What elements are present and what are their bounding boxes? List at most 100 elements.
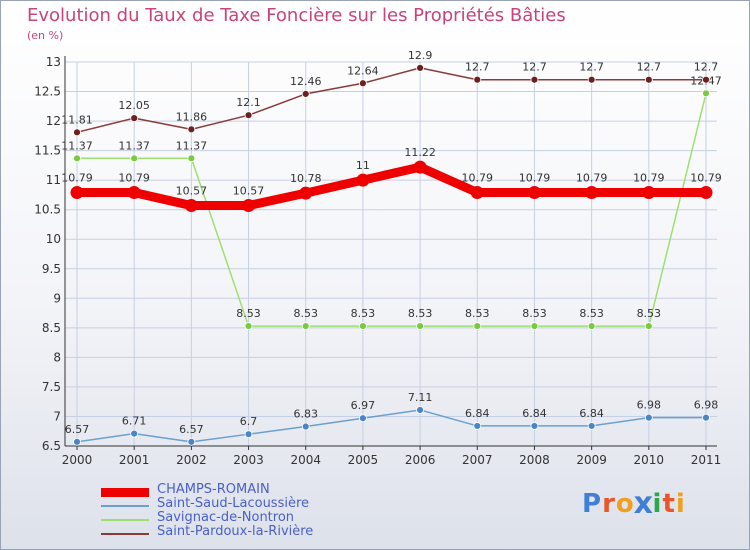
data-point	[644, 75, 653, 84]
data-label: 12.7	[465, 61, 490, 74]
data-label: 11.37	[118, 139, 150, 152]
data-point	[359, 79, 367, 88]
data-label: 10.79	[690, 172, 722, 185]
series-line	[76, 67, 706, 134]
x-tick-label: 2001	[119, 453, 150, 467]
y-tick-label: 7	[53, 409, 61, 423]
y-tick-label: 8.5	[42, 321, 61, 335]
data-label: 12.05	[118, 99, 150, 112]
data-label: 10.79	[61, 172, 93, 185]
legend-swatch	[101, 519, 149, 521]
series-group: 6.57 6.71 6.57 6.7 6.83 6.97 7.11 6.84 6.84 6.84 6…	[61, 49, 722, 446]
data-label: 10.79	[118, 172, 150, 185]
data-label: 8.53	[293, 307, 318, 320]
data-point	[470, 186, 484, 200]
legend-item: CHAMPS-ROMAIN	[101, 482, 361, 499]
data-label: 11	[356, 159, 370, 172]
data-point	[244, 111, 253, 120]
x-tick-label: 2008	[519, 453, 550, 467]
data-point	[585, 186, 599, 200]
data-point	[642, 186, 656, 200]
series-2: 11.37 11.37 11.37 8.53 8.53 8.53 8.53 8.53 8.53 8…	[61, 74, 722, 330]
data-label: 8.53	[579, 307, 604, 320]
data-point	[130, 114, 139, 123]
data-label: 6.84	[522, 407, 547, 420]
data-label: 6.7	[240, 415, 258, 428]
data-label: 11.81	[61, 113, 93, 126]
data-label: 8.53	[351, 307, 376, 320]
data-label: 10.79	[633, 172, 665, 185]
data-label: 6.57	[65, 423, 90, 436]
data-label: 10.79	[519, 172, 551, 185]
y-unit-label: (en %)	[27, 29, 64, 42]
data-point	[299, 186, 313, 200]
logo-letter: r	[602, 489, 616, 519]
data-label: 6.71	[122, 415, 147, 428]
y-tick-label: 10	[46, 232, 61, 246]
legend-item: Saint-Pardoux-la-Rivière	[101, 524, 361, 541]
data-label: 6.97	[351, 399, 376, 412]
data-point	[699, 186, 713, 200]
y-tick-label: 12	[46, 114, 61, 128]
data-label: 12.1	[236, 96, 261, 109]
data-point	[416, 406, 424, 414]
data-point	[359, 414, 367, 423]
data-label: 12.64	[347, 64, 379, 77]
data-point	[527, 186, 541, 200]
data-point	[473, 422, 482, 430]
series-1: 6.57 6.71 6.57 6.7 6.83 6.97 7.11 6.84 6.84 6.84 6…	[65, 391, 718, 446]
y-tick-label: 9	[53, 291, 61, 305]
y-tick-label: 13	[46, 55, 61, 69]
y-tick-label: 11.5	[34, 144, 61, 158]
data-point	[530, 322, 539, 330]
data-point	[702, 413, 710, 422]
data-label: 8.53	[522, 307, 547, 320]
data-point	[644, 322, 653, 330]
data-point	[244, 430, 253, 439]
data-point	[530, 422, 539, 430]
data-point	[356, 173, 370, 187]
data-point	[187, 437, 196, 446]
data-point	[359, 322, 367, 330]
proxiti-logo: Proxiti	[582, 487, 686, 522]
data-label: 12.7	[694, 61, 719, 74]
chart-title: Evolution du Taux de Taxe Foncière sur l…	[27, 5, 566, 26]
logo-letter: P	[582, 489, 603, 519]
data-label: 10.78	[290, 172, 322, 185]
x-tick-label: 2005	[348, 453, 379, 467]
data-label: 11.37	[61, 139, 93, 152]
x-tick-label: 2004	[290, 453, 321, 467]
y-tick-label: 12.5	[34, 85, 61, 99]
legend-swatch	[101, 505, 149, 507]
data-point	[301, 422, 310, 431]
data-label: 7.11	[408, 391, 433, 404]
x-tick-label: 2000	[62, 453, 93, 467]
x-tick-label: 2011	[691, 453, 722, 467]
data-label: 12.7	[522, 61, 547, 74]
data-label: 8.53	[465, 307, 490, 320]
legend-label: CHAMPS-ROMAIN	[157, 482, 270, 497]
data-point	[473, 75, 482, 84]
data-point	[70, 186, 84, 200]
data-point	[301, 322, 310, 330]
data-label: 8.53	[408, 307, 433, 320]
data-label: 12.7	[637, 61, 662, 74]
data-point	[587, 322, 596, 330]
legend-item: Saint-Saud-Lacoussière	[101, 496, 361, 513]
y-tick-label: 7.5	[42, 380, 61, 394]
data-label: 10.79	[576, 172, 608, 185]
data-label: 12.7	[579, 61, 604, 74]
x-tick-label: 2003	[233, 453, 264, 467]
data-point	[244, 322, 253, 330]
y-tick-label: 11	[46, 173, 61, 187]
legend-label: Savignac-de-Nontron	[157, 510, 295, 525]
data-point	[413, 160, 427, 174]
data-label: 12.9	[408, 49, 433, 62]
series-line	[77, 93, 707, 327]
y-tick-label: 8	[53, 350, 61, 364]
data-label: 11.22	[404, 146, 436, 159]
data-label: 12.46	[290, 75, 322, 88]
data-point	[130, 429, 139, 438]
data-label: 10.57	[233, 185, 265, 198]
